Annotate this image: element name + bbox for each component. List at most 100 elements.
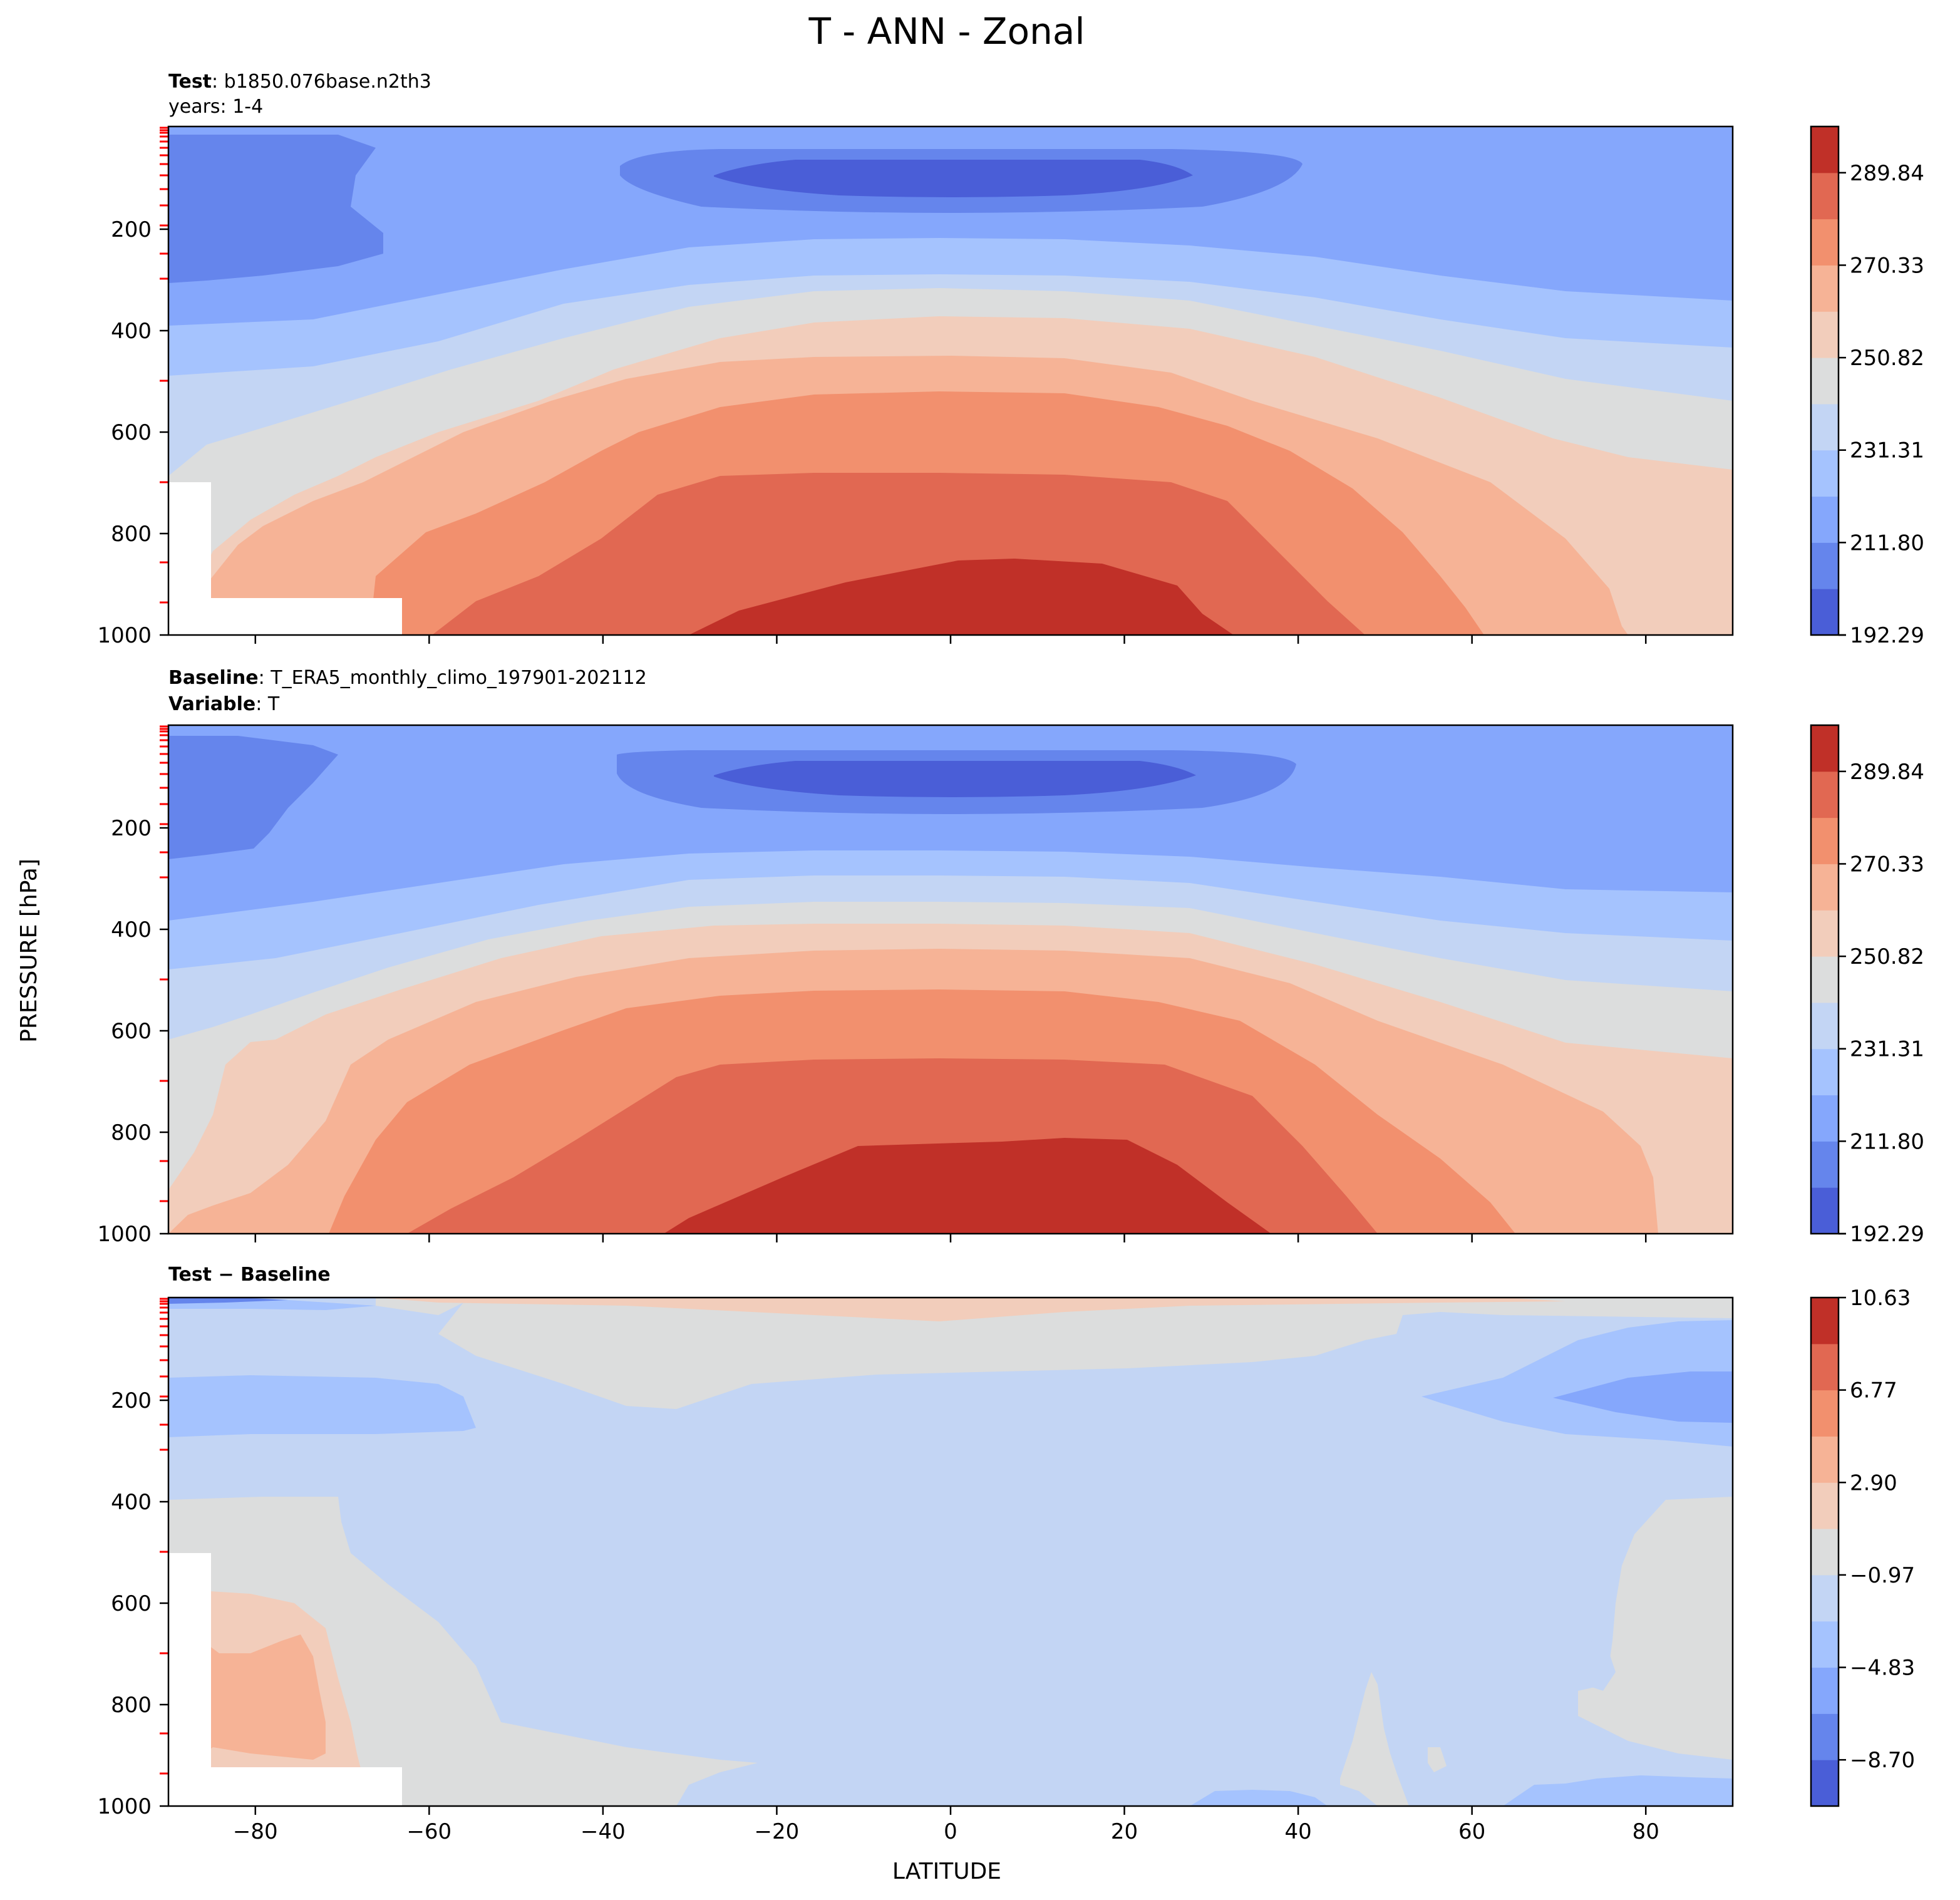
diff-band-surface-cool [1190,1790,1328,1806]
diff-y-axis: 200 400 600 800 1000 [97,1388,168,1819]
x-tick-label: 60 [1458,1819,1485,1844]
baseline-header-bold: Baseline [168,667,259,689]
x-axis-label: LATITUDE [892,1859,1001,1884]
colorbar-swatch [1811,1621,1839,1668]
colorbar-swatch [1811,542,1839,589]
colorbar-swatch [1811,219,1839,266]
colorbar-tick-label: 231.31 [1850,1037,1924,1062]
test-band-min [714,160,1193,197]
test-header-bold: Test [168,71,212,93]
diff-masked-terrain-3 [168,1767,402,1806]
diff-x-ticks: −80 −60 −40 −20 0 20 40 60 80 [233,1806,1659,1844]
colorbar-swatch [1811,1298,1839,1345]
panel-difference: Test − Baseline [97,1264,1915,1844]
diff-band-midlat-neutral [1340,1672,1409,1806]
test-header-line2: years: 1-4 [168,96,263,118]
colorbar-tick-label: 270.33 [1850,852,1924,877]
baseline-band-9 [664,1138,1271,1234]
baseline-header-rest: : T_ERA5_monthly_climo_197901-202112 [259,667,647,689]
baseline-variable-bold: Variable [168,693,255,715]
colorbar-tick-label: 211.80 [1850,530,1924,555]
baseline-ytick-label: 400 [111,917,152,942]
diff-ytick-label: 800 [111,1693,152,1718]
colorbar-tick-label: 250.82 [1850,944,1924,969]
baseline-model-level-markers [160,725,168,1202]
figure-title: T - ANN - Zonal [808,10,1085,53]
baseline-contour-field [168,725,1733,1234]
colorbar-swatch [1811,1095,1839,1142]
test-band-0-polar [168,135,383,283]
colorbar-swatch [1811,1048,1839,1096]
baseline-variable-rest: : T [255,693,280,715]
test-header-rest: : b1850.076base.n2th3 [212,71,431,93]
baseline-ytick-label: 200 [111,816,152,841]
y-axis-label: PRESSURE [hPa] [16,859,42,1043]
baseline-header-line2: Variable: T [168,693,280,715]
x-tick-label: 80 [1632,1819,1659,1844]
test-header-line1: Test: b1850.076base.n2th3 [168,71,431,93]
test-y-axis: 200 400 600 800 1000 [97,217,168,648]
test-contour-field [168,126,1733,635]
diff-ytick-label: 600 [111,1591,152,1616]
colorbar-swatch [1811,496,1839,543]
colorbar-swatch [1811,1343,1839,1391]
baseline-ytick-label: 600 [111,1019,152,1044]
test-band-9 [689,559,1234,635]
panel-test: Test: b1850.076base.n2th3 years: 1-4 [97,71,1924,648]
baseline-y-axis: 200 400 600 800 1000 [97,816,168,1247]
colorbar-tick-label: 289.84 [1850,161,1924,186]
colorbar-swatch [1811,1187,1839,1234]
test-ytick-label: 200 [111,217,152,242]
diff-colorbar: 10.63 6.77 2.90 −0.97 −4.83 −8.70 [1810,1286,1915,1807]
diff-band-northern-200-2 [1553,1371,1733,1423]
colorbar-swatch [1811,1667,1839,1714]
test-masked-terrain-2 [168,598,402,635]
colorbar-swatch [1811,1436,1839,1483]
test-ytick-label: 600 [111,420,152,445]
colorbar-swatch [1811,403,1839,451]
baseline-ytick-label: 800 [111,1120,152,1145]
diff-header: Test − Baseline [168,1264,331,1286]
colorbar-tick-label: −4.83 [1850,1656,1915,1681]
colorbar-swatch [1811,589,1839,636]
baseline-header-line1: Baseline: T_ERA5_monthly_climo_197901-20… [168,667,647,689]
diff-band-surface-cool-2 [1503,1775,1733,1806]
colorbar-tick-label: 211.80 [1850,1129,1924,1154]
diff-model-level-markers [160,1298,168,1775]
test-colorbar: 289.84 270.33 250.82 231.31 211.80 192.29 [1810,125,1924,648]
diff-band-midlat-neutral-2 [1428,1747,1447,1772]
diff-band-arctic-neutral [1578,1497,1733,1760]
colorbar-swatch [1811,358,1839,405]
colorbar-swatch [1811,311,1839,358]
colorbar-tick-label: 2.90 [1850,1470,1897,1495]
colorbar-swatch [1811,1713,1839,1760]
colorbar-frame [1810,125,1840,636]
colorbar-swatch [1811,1529,1839,1576]
colorbar-tick-label: 231.31 [1850,438,1924,463]
diff-ytick-label: 1000 [97,1794,152,1819]
x-tick-label: −40 [580,1819,626,1844]
colorbar-swatch [1811,910,1839,957]
x-tick-label: −20 [755,1819,800,1844]
diff-band-arctic-cool [1578,1634,1616,1691]
colorbar-swatch [1811,1390,1839,1437]
colorbar-swatch [1811,725,1839,772]
diff-band-upper-neutral [376,1298,1733,1409]
x-tick-label: −60 [406,1819,451,1844]
diff-band-cool-2 [168,1298,288,1304]
colorbar-swatch [1811,864,1839,911]
colorbar-swatch [1811,126,1839,173]
x-tick-label: 20 [1111,1819,1138,1844]
colorbar-swatch [1811,817,1839,864]
colorbar-frame [1810,724,1840,1235]
colorbar-swatch [1811,172,1839,220]
colorbar-swatch [1811,1002,1839,1050]
colorbar-tick-label: 192.29 [1850,623,1924,648]
colorbar-swatch [1811,771,1839,818]
test-ytick-label: 1000 [97,623,152,648]
colorbar-tick-label: 250.82 [1850,346,1924,371]
diff-band-southern-200 [168,1375,476,1437]
baseline-ytick-label: 1000 [97,1222,152,1247]
x-tick-label: 0 [944,1819,957,1844]
